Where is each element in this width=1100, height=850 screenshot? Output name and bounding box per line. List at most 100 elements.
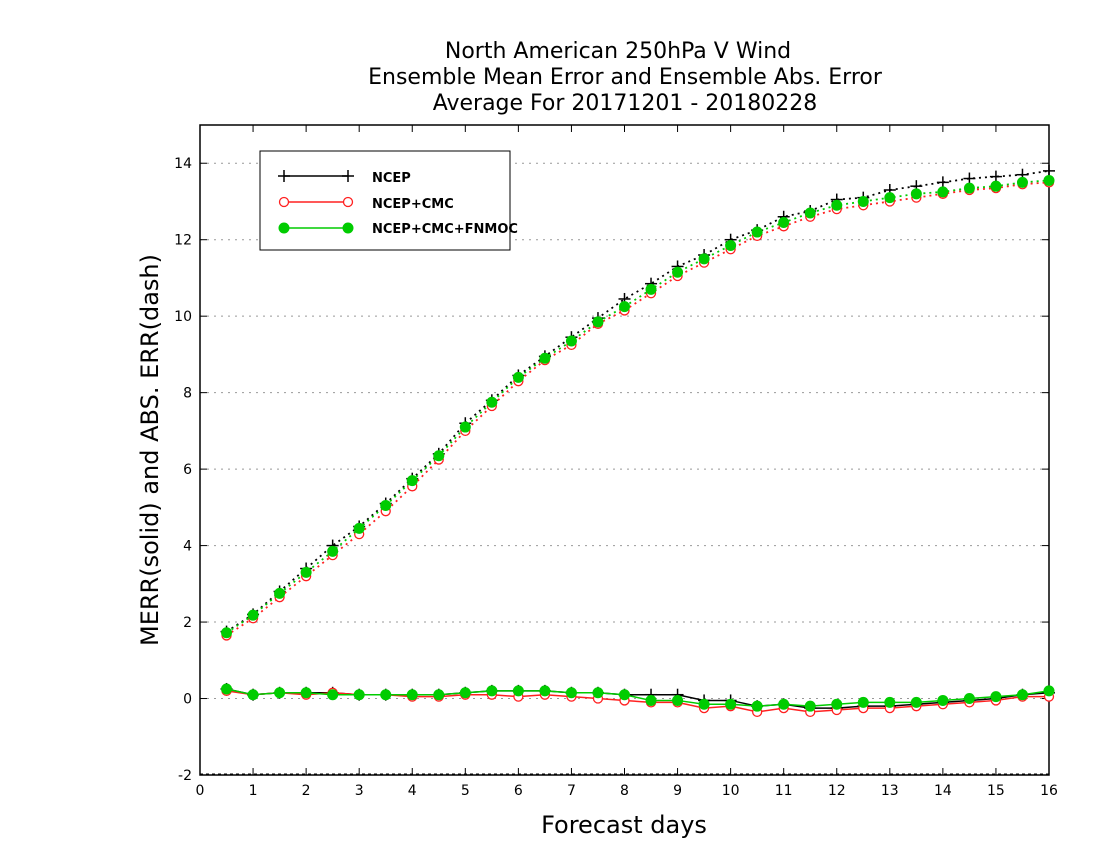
legend-swatch-marker (342, 222, 354, 234)
abs-err-point (406, 475, 418, 487)
mean-err-point (274, 687, 286, 699)
mean-err-point (963, 693, 975, 705)
abs-err-point (990, 180, 1002, 192)
x-tick-label: 3 (355, 783, 364, 799)
abs-err-point (778, 217, 790, 228)
mean-err-point (937, 694, 949, 706)
abs-err-point (672, 266, 684, 278)
mean-err-point (698, 698, 710, 710)
y-tick-label: 6 (183, 462, 192, 478)
y-tick-label: -2 (178, 768, 192, 784)
mean-err-point (221, 683, 233, 695)
x-axis-label: Forecast days (541, 811, 707, 839)
mean-err-point (990, 691, 1002, 703)
legend-swatch-marker (278, 222, 290, 234)
legend-label-ncep-cmc-fnmoc: NCEP+CMC+FNMOC (372, 222, 518, 237)
mean-err-point (380, 689, 392, 701)
abs-err-point (1043, 174, 1055, 186)
chart-title-line-1: North American 250hPa V Wind (445, 39, 791, 64)
abs-err-point (592, 316, 604, 328)
abs-err-point (936, 176, 949, 189)
x-tick-label: 1 (249, 783, 258, 799)
mean-err-point (857, 696, 869, 708)
mean-err-point (619, 689, 630, 701)
abs-err-point (565, 335, 577, 347)
abs-err-point (274, 587, 286, 599)
abs-err-point (645, 283, 657, 295)
abs-err-point (937, 186, 949, 198)
abs-err-point (327, 545, 339, 557)
mean-err-point (592, 687, 604, 699)
x-tick-label: 16 (1040, 783, 1058, 799)
y-axis-label: MERR(solid) and ABS. ERR(dash) (136, 254, 164, 646)
series-1 (221, 177, 1055, 718)
abs-err-point (1016, 176, 1028, 188)
x-tick-label: 15 (987, 783, 1005, 799)
abs-err-point (963, 182, 975, 194)
chart-title-line-2: Ensemble Mean Error and Ensemble Abs. Er… (368, 65, 883, 90)
abs-err-point (857, 195, 869, 207)
abs-err-point (353, 522, 365, 534)
abs-err-point (804, 207, 816, 219)
legend-box (259, 150, 511, 251)
abs-err-point (512, 371, 524, 383)
x-tick-label: 6 (514, 783, 523, 799)
mean-err-point (910, 696, 922, 708)
x-tick-label: 14 (934, 783, 952, 799)
y-tick-label: 2 (183, 615, 192, 631)
mean-err-point (512, 685, 524, 697)
mean-err-point (300, 687, 312, 699)
chart-title-line-3: Average For 20171201 - 20180228 (433, 91, 818, 116)
abs-err-point (989, 170, 1002, 183)
mean-err-point (672, 694, 684, 706)
mean-err-point (327, 689, 339, 701)
abs-err-point (910, 188, 922, 200)
legend-label-ncep-cmc: NCEP+CMC (372, 197, 454, 212)
mean-err-point (353, 689, 365, 701)
mean-err-point (645, 694, 657, 706)
mean-err-point (1043, 685, 1055, 697)
mean-err-point (725, 698, 737, 710)
series-2 (221, 174, 1055, 712)
mean-err-point (1016, 689, 1028, 701)
abs-err-point (221, 627, 233, 639)
mean-err-point (778, 698, 790, 710)
x-tick-label: 12 (828, 783, 846, 799)
legend: NCEP NCEP+CMC NCEP+CMC+FNMOC (259, 150, 518, 251)
mean-err-point (884, 696, 896, 708)
abs-err-point (698, 253, 710, 265)
abs-err-point (884, 192, 896, 204)
abs-err-point (247, 609, 259, 621)
x-tick-label: 11 (775, 783, 793, 799)
abs-err-point (539, 352, 551, 364)
x-tick-label: 9 (673, 783, 682, 799)
mean-err-point (804, 700, 816, 712)
x-tick-label: 2 (302, 783, 311, 799)
abs-err-point (963, 172, 976, 185)
mean-err-point (539, 685, 551, 697)
mean-err-point (406, 689, 418, 701)
x-tick-label: 0 (196, 783, 205, 799)
mean-err-point (565, 687, 577, 699)
legend-items (278, 170, 354, 234)
abs-err-point (380, 499, 392, 511)
abs-err-point (300, 566, 312, 578)
legend-label-ncep: NCEP (372, 171, 411, 186)
legend-swatch-marker (342, 170, 354, 182)
y-tick-label: 4 (183, 539, 192, 555)
legend-swatch-marker (278, 196, 290, 208)
y-tick-label: 8 (183, 386, 192, 402)
abs-err-point (1043, 164, 1055, 177)
abs-err-point (459, 421, 471, 433)
x-tick-label: 10 (722, 783, 740, 799)
y-tick-label: 12 (174, 233, 192, 249)
x-tick-label: 8 (620, 783, 629, 799)
mean-err-point (459, 687, 471, 699)
abs-err-point (486, 396, 498, 408)
gridlines (200, 162, 1049, 775)
abs-err-point (831, 199, 843, 211)
mean-err-point (831, 698, 843, 710)
x-tick-label: 5 (461, 783, 470, 799)
